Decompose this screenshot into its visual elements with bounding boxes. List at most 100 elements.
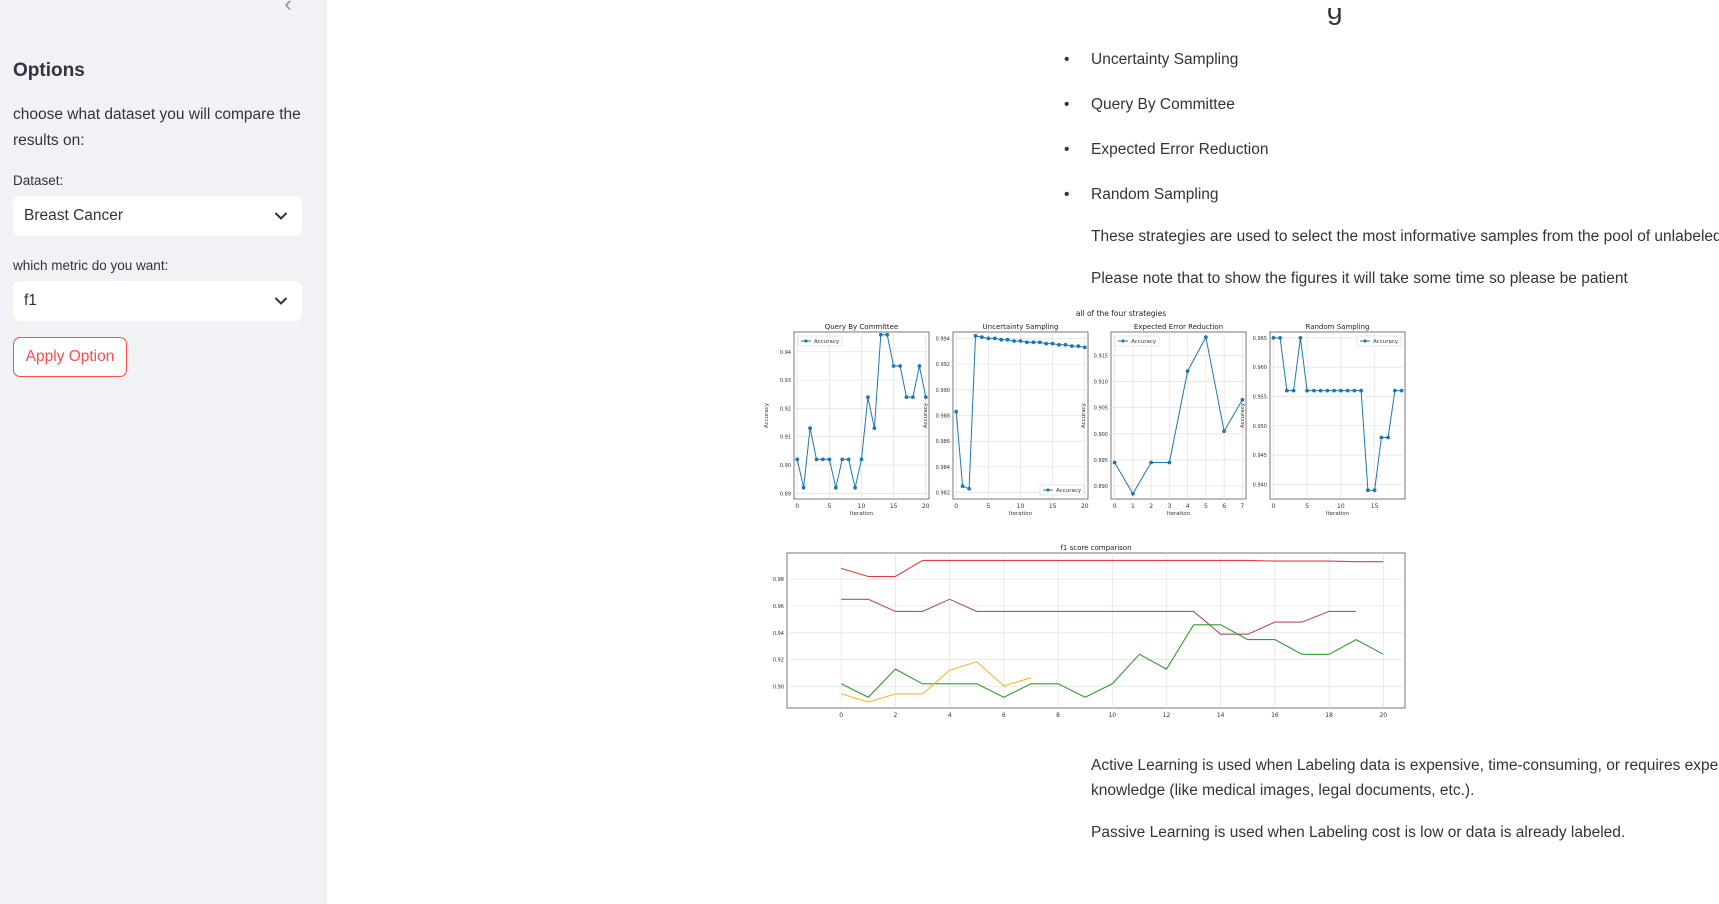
y-tick-label: 0.90 bbox=[780, 463, 791, 469]
x-axis-label: Iteration bbox=[850, 511, 874, 517]
data-point bbox=[973, 334, 978, 338]
x-axis-label: Iteration bbox=[1167, 511, 1191, 517]
data-point bbox=[801, 485, 806, 490]
y-tick-label: 0.92 bbox=[780, 406, 791, 412]
data-point bbox=[1278, 336, 1282, 340]
data-point bbox=[980, 335, 984, 339]
data-point bbox=[1222, 429, 1226, 434]
y-tick-label: 0.910 bbox=[1094, 380, 1108, 386]
x-tick-label: 8 bbox=[1056, 712, 1060, 719]
series-line bbox=[841, 559, 1384, 578]
y-tick-label: 0.91 bbox=[780, 435, 791, 441]
data-point bbox=[1372, 488, 1377, 493]
x-tick-label: 7 bbox=[1240, 503, 1244, 510]
data-point bbox=[999, 337, 1004, 342]
x-tick-label: 10 bbox=[1017, 503, 1025, 510]
x-tick-label: 5 bbox=[1204, 503, 1208, 510]
series-line bbox=[1273, 337, 1402, 491]
data-point bbox=[853, 485, 857, 490]
metric-select[interactable]: f1 bbox=[13, 281, 302, 321]
data-point bbox=[885, 332, 890, 337]
section-heading-text: g bbox=[1327, 8, 1343, 25]
y-tick-label: 0.94 bbox=[780, 350, 791, 356]
x-tick-label: 15 bbox=[890, 503, 898, 510]
series-line bbox=[840, 624, 1384, 698]
x-tick-label: 10 bbox=[858, 503, 866, 510]
y-tick-label: 0.984 bbox=[936, 465, 950, 471]
y-tick-label: 0.89 bbox=[780, 491, 791, 497]
data-point bbox=[1031, 340, 1036, 345]
chart-title: Query By Committee bbox=[825, 323, 899, 331]
legend-box bbox=[1039, 484, 1085, 496]
data-point bbox=[1005, 337, 1010, 342]
x-tick-label: 5 bbox=[986, 503, 990, 510]
y-tick-label: 0.994 bbox=[936, 336, 950, 342]
data-point bbox=[1285, 388, 1289, 393]
y-tick-label: 0.945 bbox=[1253, 453, 1267, 459]
y-tick-label: 0.915 bbox=[1094, 353, 1108, 359]
data-point bbox=[1204, 335, 1208, 340]
data-point bbox=[954, 409, 959, 414]
y-axis-label: Accuracy bbox=[764, 402, 770, 428]
metric-label: which metric do you want: bbox=[13, 258, 169, 273]
data-point bbox=[923, 395, 928, 399]
active-learning-note: Active Learning is used when Labeling da… bbox=[1091, 757, 1719, 799]
x-tick-label: 0 bbox=[839, 712, 843, 719]
legend-box bbox=[797, 335, 843, 347]
x-tick-label: 16 bbox=[1271, 712, 1279, 719]
data-point bbox=[840, 457, 845, 462]
x-tick-label: 6 bbox=[1002, 712, 1006, 719]
data-point bbox=[1025, 340, 1029, 345]
y-axis-label: Accuracy bbox=[1240, 402, 1246, 428]
x-tick-label: 20 bbox=[922, 503, 930, 510]
data-point bbox=[1298, 336, 1303, 340]
data-point bbox=[992, 336, 997, 341]
data-point bbox=[795, 457, 800, 462]
patience-note: Please note that to show the figures it … bbox=[1091, 270, 1628, 287]
x-tick-label: 14 bbox=[1217, 712, 1225, 719]
data-point bbox=[911, 395, 915, 399]
x-tick-label: 18 bbox=[1325, 712, 1333, 719]
plot-area bbox=[1269, 331, 1406, 500]
apply-option-button[interactable]: Apply Option bbox=[13, 337, 127, 377]
data-point bbox=[1112, 460, 1117, 465]
y-tick-label: 0.98 bbox=[773, 577, 784, 583]
data-point bbox=[808, 426, 812, 431]
legend-marker bbox=[804, 339, 808, 343]
y-tick-label: 0.900 bbox=[1094, 432, 1108, 438]
legend-entry: Accuracy bbox=[814, 339, 840, 345]
chart-title: Expected Error Reduction bbox=[1134, 323, 1223, 331]
legend-marker bbox=[1121, 339, 1125, 343]
metric-select-value: f1 bbox=[24, 292, 37, 309]
y-tick-label: 0.965 bbox=[1253, 336, 1267, 342]
y-tick-label: 0.940 bbox=[1253, 482, 1267, 488]
data-point bbox=[1312, 388, 1316, 393]
data-point bbox=[821, 457, 825, 462]
x-tick-label: 5 bbox=[827, 503, 831, 510]
data-point bbox=[1345, 388, 1350, 393]
chart-title: Random Sampling bbox=[1306, 323, 1370, 331]
data-point bbox=[1149, 460, 1153, 465]
data-point bbox=[1131, 491, 1135, 496]
collapse-sidebar-icon[interactable]: ‹ bbox=[284, 0, 292, 16]
data-point bbox=[833, 485, 838, 490]
legend-entry: Accuracy bbox=[1131, 339, 1157, 345]
x-tick-label: 3 bbox=[1167, 503, 1171, 510]
x-tick-label: 1 bbox=[1131, 503, 1135, 510]
y-tick-label: 0.890 bbox=[1094, 484, 1108, 490]
data-point bbox=[827, 457, 832, 462]
x-tick-label: 0 bbox=[1113, 503, 1117, 510]
legend-marker bbox=[1363, 339, 1367, 343]
strategy-item: Query By Committee bbox=[1064, 96, 1235, 114]
x-tick-label: 20 bbox=[1379, 712, 1387, 719]
y-tick-label: 0.988 bbox=[936, 414, 950, 420]
legend-marker bbox=[1046, 488, 1050, 492]
data-point bbox=[898, 364, 902, 368]
y-tick-label: 0.986 bbox=[936, 439, 950, 445]
x-axis-label: Iteration bbox=[1009, 511, 1033, 517]
data-point bbox=[1366, 488, 1370, 493]
dataset-select[interactable]: Breast Cancer bbox=[13, 196, 302, 236]
x-tick-label: 0 bbox=[795, 503, 799, 510]
dataset-select-value: Breast Cancer bbox=[24, 207, 124, 224]
section-heading-fragment: g bbox=[1327, 8, 1387, 28]
